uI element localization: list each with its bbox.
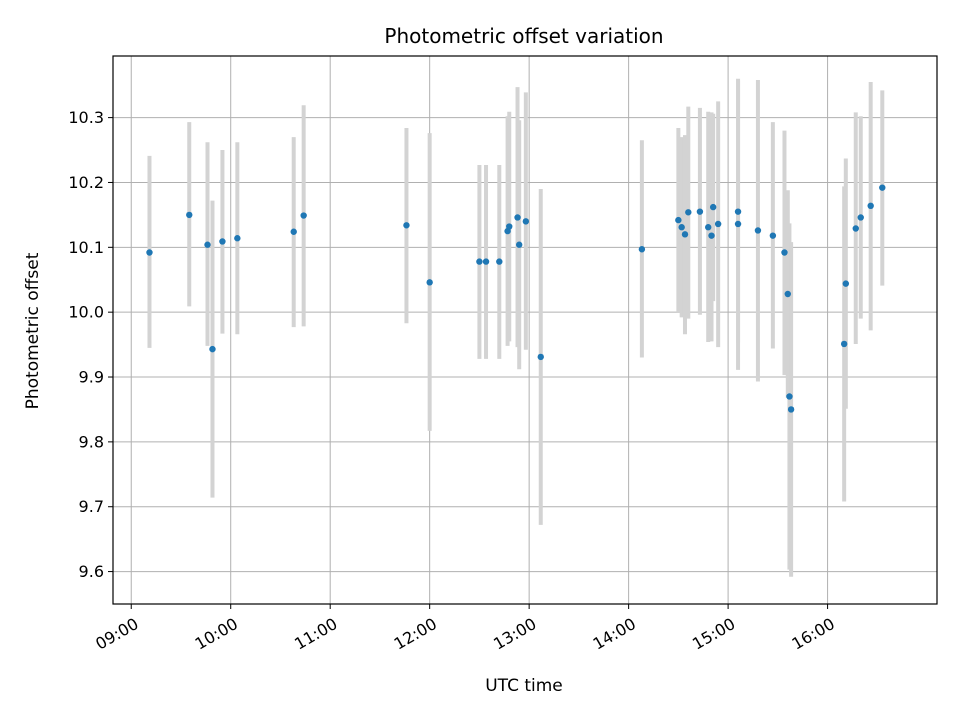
data-points [146,184,886,413]
data-point [675,216,682,224]
data-point [209,345,216,353]
chart-title: Photometric offset variation [384,24,663,48]
data-point [754,227,762,234]
x-tick-label: 11:00 [291,614,340,654]
data-point [840,340,848,348]
data-point [786,393,793,400]
data-point [734,208,742,215]
data-point [537,353,544,361]
data-point [234,235,241,242]
data-point [219,238,226,245]
data-point [476,258,483,265]
x-tick-label: 12:00 [391,614,440,654]
data-point [482,258,490,265]
data-point [769,232,777,239]
data-point [781,249,788,256]
data-point [290,228,297,235]
y-tick-label: 9.9 [79,368,104,387]
data-point [852,225,859,232]
data-point [708,232,715,239]
data-point [678,224,685,231]
data-point [204,241,211,248]
y-axis: 9.6 9.7 9.8 9.9 10.0 10.1 10.2 10.3 [68,108,113,581]
x-tick-label: 13:00 [490,614,539,654]
data-point [426,279,433,286]
data-point [496,258,503,265]
x-tick-label: 09:00 [92,614,141,654]
x-tick-label: 10:00 [192,614,241,654]
data-point [784,290,791,298]
data-point [403,222,410,229]
data-point [857,214,864,221]
plot-frame [112,55,938,605]
data-point [515,241,523,248]
x-tick-label: 16:00 [789,614,838,654]
data-point [787,406,795,413]
data-point [696,208,704,215]
x-tick-label: 15:00 [689,614,738,654]
y-tick-label: 9.6 [79,562,104,581]
data-point [709,203,717,211]
data-point [685,209,692,216]
data-point [705,224,712,231]
data-point [714,220,722,228]
data-point [506,223,513,230]
y-tick-label: 10.1 [68,238,104,257]
error-bars [147,78,885,577]
data-point [867,202,874,210]
y-tick-label: 10.0 [68,303,104,322]
y-tick-label: 10.3 [68,108,104,127]
y-tick-label: 9.8 [79,432,104,451]
y-tick-label: 10.2 [68,173,104,192]
x-tick-label: 14:00 [590,614,639,654]
data-point [842,280,850,287]
data-point [879,184,886,191]
x-axis-label: UTC time [485,676,563,696]
data-point [681,231,689,238]
data-point [522,218,530,225]
data-point [514,214,521,221]
y-axis-label: Photometric offset [23,252,43,409]
data-point [146,249,153,256]
data-point [300,212,307,219]
data-point [638,246,646,253]
x-axis: 09:00 10:00 11:00 12:00 13:00 14:00 15:00 16:00 [92,604,838,654]
y-tick-label: 9.7 [79,497,104,516]
data-point [186,211,193,219]
data-point [734,220,742,228]
